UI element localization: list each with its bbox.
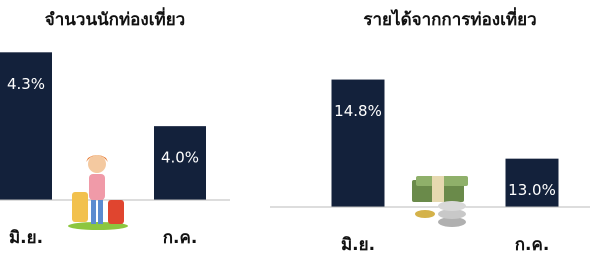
bar [332,80,385,207]
x-tick-label: ก.ค. [163,228,198,248]
money-illustration [412,176,468,227]
value-label: 4.3% [7,75,45,93]
page: จำนวนนักท่องเที่ยว 4.3% มิ.ย. 4.0% ก.ค. รายได… [0,0,597,260]
chart-title: จำนวนนักท่องเที่ยว [45,7,185,30]
chart-title: รายได้จากการท่องเที่ยว [363,7,536,30]
traveler-illustration [68,155,128,230]
value-label: 13.0% [508,181,556,199]
x-tick-label: มิ.ย. [341,235,375,255]
x-tick-label: ก.ค. [515,235,550,255]
value-label: 14.8% [334,102,382,120]
value-label: 4.0% [161,149,199,167]
x-tick-label: มิ.ย. [9,228,43,248]
